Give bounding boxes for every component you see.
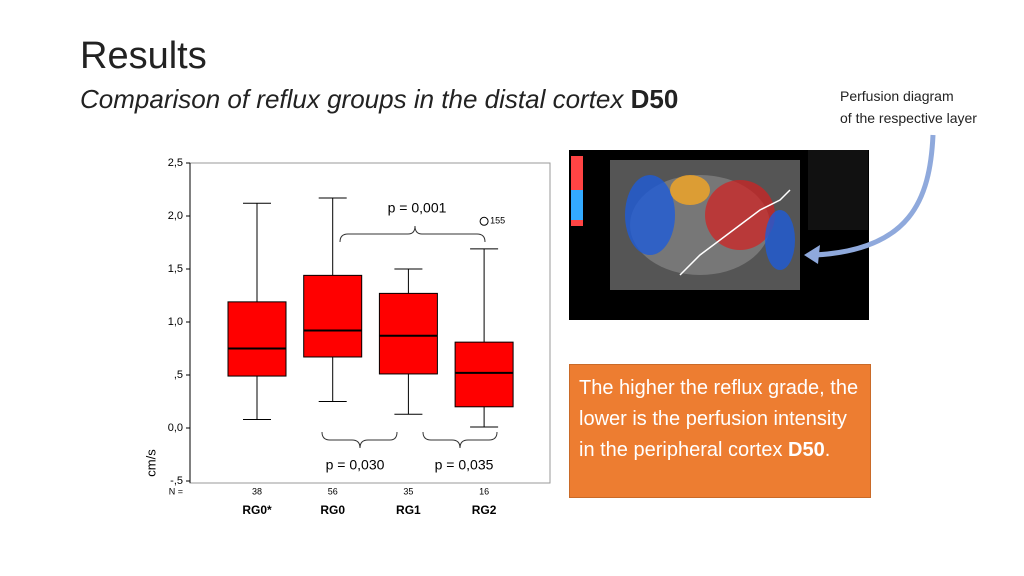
p-value: p = 0,035 [435, 457, 494, 473]
perfusion-image [569, 150, 869, 320]
p-value: p = 0,001 [388, 200, 447, 216]
box [378, 292, 438, 375]
x-tick-label: RG0 [320, 503, 345, 517]
y-tick-label: ,5 [174, 369, 183, 381]
callout-text: The higher the reflux grade, the lower i… [579, 377, 859, 461]
n-value: 56 [328, 486, 338, 496]
callout-bold: D50 [788, 439, 825, 461]
p-value: p = 0,030 [326, 457, 385, 473]
box [454, 341, 514, 408]
subtitle: Comparison of reflux groups in the dista… [80, 84, 678, 114]
arrow-head [804, 245, 820, 264]
title: Results [80, 35, 207, 77]
x-tick-label: RG0* [242, 503, 272, 517]
y-tick-label: 1,5 [168, 263, 183, 275]
n-label: N = [169, 486, 183, 496]
x-tick-label: RG1 [396, 503, 421, 517]
outlier [479, 216, 489, 226]
outlier-label: 155 [490, 216, 505, 226]
n-value: 38 [252, 486, 262, 496]
n-value: 35 [403, 486, 413, 496]
subtitle-text: Comparison of reflux groups in the dista… [80, 84, 631, 114]
y-tick-label: 2,5 [168, 157, 183, 169]
arrow [814, 134, 936, 258]
callout: The higher the reflux grade, the lower i… [569, 364, 871, 498]
callout-end: . [824, 439, 831, 461]
x-tick-label: RG2 [472, 503, 497, 517]
caption-line: Perfusion diagram [840, 88, 954, 104]
box [227, 301, 287, 377]
y-axis-label: cm/s [143, 449, 158, 477]
y-tick-label: 0,0 [168, 422, 183, 434]
y-tick-label: 1,0 [168, 316, 183, 328]
subtitle-bold: D50 [631, 84, 679, 114]
n-value: 16 [479, 486, 489, 496]
y-tick-label: -,5 [170, 475, 183, 487]
box [303, 274, 363, 358]
y-tick-label: 2,0 [168, 210, 183, 222]
braces [321, 225, 498, 449]
caption-line: of the respective layer [840, 110, 977, 126]
